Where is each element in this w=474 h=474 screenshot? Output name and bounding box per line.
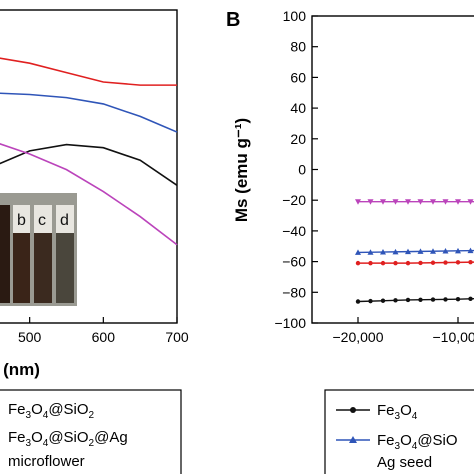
- panel-b-y-tick-label-6: −20: [282, 192, 306, 208]
- panel-b-y-axis-label: Ms (emu g⁻¹): [232, 118, 251, 222]
- vial-cap-c: [34, 205, 52, 233]
- panel-b-series-1-marker: [368, 298, 373, 304]
- legend-b-item-2-sub: Ag seed: [377, 454, 432, 471]
- panel-b-series-4-marker: [355, 199, 361, 205]
- legend-a-item-1: Fe3O4@SiO2: [8, 401, 95, 421]
- panel-b-y-tick-label-5: 0: [298, 162, 306, 178]
- panel-b-plot-frame: [311, 15, 474, 324]
- panel-b-series-4-marker: [392, 199, 399, 205]
- legend-a-item-2: Fe3O4@SiO2@Ag: [8, 429, 128, 449]
- panel-b-series-1-marker: [455, 297, 461, 302]
- panel-b-series-4-marker: [442, 199, 449, 205]
- panel-a: b c d 500 600 700 n (nm) Fe3O4@SiO2 Fe3O4@…: [0, 9, 189, 474]
- panel-b-series-2-marker: [430, 248, 436, 254]
- panel-b-series-1-marker: [405, 297, 411, 303]
- panel-b-series-1-marker: [355, 299, 361, 304]
- panel-b-series-1-marker: [393, 298, 398, 303]
- panel-b-x-ticks: −20,000 −10,000: [333, 317, 474, 345]
- panel-b-series-1-marker: [468, 296, 473, 302]
- panel-b-series-2-marker: [405, 248, 411, 255]
- panel-b-series-2-marker: [442, 248, 449, 254]
- panel-b-y-tick-label-10: −100: [274, 315, 306, 331]
- panel-b-series-3-marker: [418, 260, 423, 266]
- panel-b-series-4-marker: [405, 199, 411, 205]
- panel-b-y-tick-label-9: −80: [282, 284, 306, 300]
- panel-b-x-tick-label-1: −10,000: [433, 329, 474, 345]
- panel-b-y-tick-label-4: 20: [290, 131, 306, 147]
- panel-a-x-tick-label-700: 700: [165, 329, 189, 345]
- legend-b-marker-1: [350, 407, 356, 413]
- panel-b-y-tick-label-3: 40: [290, 100, 306, 116]
- panel-b-series-3-marker: [355, 260, 361, 266]
- panel-b-y-tick-label-7: −40: [282, 223, 306, 239]
- vial-a: [0, 205, 10, 303]
- panel-b-y-tick-label-8: −60: [282, 254, 306, 270]
- panel-b-series-line-1: [357, 298, 474, 303]
- panel-b-label: B: [226, 9, 240, 31]
- inset-label-d: d: [60, 212, 69, 229]
- panel-b-series-3-marker: [393, 260, 398, 266]
- panel-a-series-group: [0, 57, 178, 246]
- panel-b-series-3-marker: [455, 260, 461, 265]
- panel-b-y-ticks: 100 80 60 40 20 0 −20 −40 −60 −80 −100: [274, 8, 318, 331]
- panel-b-legend: Fe3O4 Fe3O4@SiO Ag seed: [324, 389, 474, 474]
- panel-b-series-group: [355, 199, 474, 304]
- vial-cap-d: [56, 205, 74, 233]
- legend-b-item-1: Fe3O4: [377, 402, 418, 422]
- panel-a-legend-box: [0, 389, 182, 474]
- inset-label-c: c: [38, 212, 46, 229]
- panel-b-series-4-marker: [455, 199, 461, 205]
- panel-a-inset-photo: b c d: [0, 193, 77, 306]
- panel-a-x-tick-label-600: 600: [92, 329, 116, 345]
- panel-b-y-tick-label-0: 100: [283, 8, 307, 24]
- panel-b-series-3-marker: [405, 260, 411, 266]
- panel-b-series-2-marker: [380, 249, 386, 255]
- panel-b-y-tick-label-1: 80: [290, 39, 306, 55]
- panel-a-legend: Fe3O4@SiO2 Fe3O4@SiO2@Ag microflower: [0, 389, 182, 474]
- panel-b-series-2-marker: [355, 249, 361, 255]
- panel-a-x-ticks: 500 600 700: [18, 317, 189, 345]
- panel-b-series-1-marker: [443, 297, 448, 302]
- panel-b-series-1-marker: [418, 297, 423, 302]
- legend-b-item-2: Fe3O4@SiO: [377, 432, 458, 452]
- panel-b-series-2-marker: [367, 249, 374, 255]
- panel-a-series-line-2: [0, 92, 178, 133]
- panel-a-x-tick-label-500: 500: [18, 329, 42, 345]
- panel-b: B Ms (emu g⁻¹) 100 80 60 40 20 0 −20 −40 −60 −80 −…: [226, 8, 474, 474]
- panel-b-series-3-marker: [380, 260, 386, 266]
- vial-cap-b: [13, 205, 30, 233]
- panel-b-series-2-marker: [455, 247, 461, 254]
- panel-a-x-axis-label: n (nm): [0, 360, 40, 379]
- panel-b-series-3-marker: [368, 260, 373, 266]
- panel-b-series-4-marker: [380, 199, 386, 205]
- legend-a-item-2-sub: microflower: [8, 453, 85, 470]
- panel-b-series-line-3: [358, 261, 474, 264]
- panel-b-series-4-marker: [467, 199, 474, 205]
- panel-b-series-1-marker: [430, 297, 436, 302]
- panel-b-series-4-marker: [430, 199, 436, 205]
- panel-a-series-line-3: [0, 143, 178, 186]
- panel-b-x-tick-label-0: −20,000: [333, 329, 384, 345]
- panel-b-series-3-marker: [443, 260, 448, 265]
- panel-b-series-4-marker: [367, 199, 374, 205]
- panel-b-series-4-marker: [417, 199, 424, 205]
- panel-b-series-3-marker: [468, 259, 473, 265]
- panel-a-series-line-1: [0, 57, 177, 86]
- panel-b-series-1-marker: [380, 298, 386, 303]
- panel-b-series-2-marker: [467, 247, 474, 254]
- panel-b-series-line-2: [357, 249, 474, 254]
- panel-b-series-2-marker: [392, 248, 399, 255]
- panel-b-y-tick-label-2: 60: [290, 69, 306, 85]
- panel-b-legend-box: [324, 389, 474, 474]
- panel-a-plot-frame: [0, 9, 178, 324]
- panel-b-series-line-4: [358, 201, 474, 203]
- legend-b-marker-2: [349, 436, 357, 443]
- panel-b-series-3-marker: [430, 260, 436, 265]
- inset-label-b: b: [17, 212, 26, 229]
- panel-a-series-line-4: [0, 143, 178, 246]
- panel-b-series-2-marker: [417, 248, 424, 254]
